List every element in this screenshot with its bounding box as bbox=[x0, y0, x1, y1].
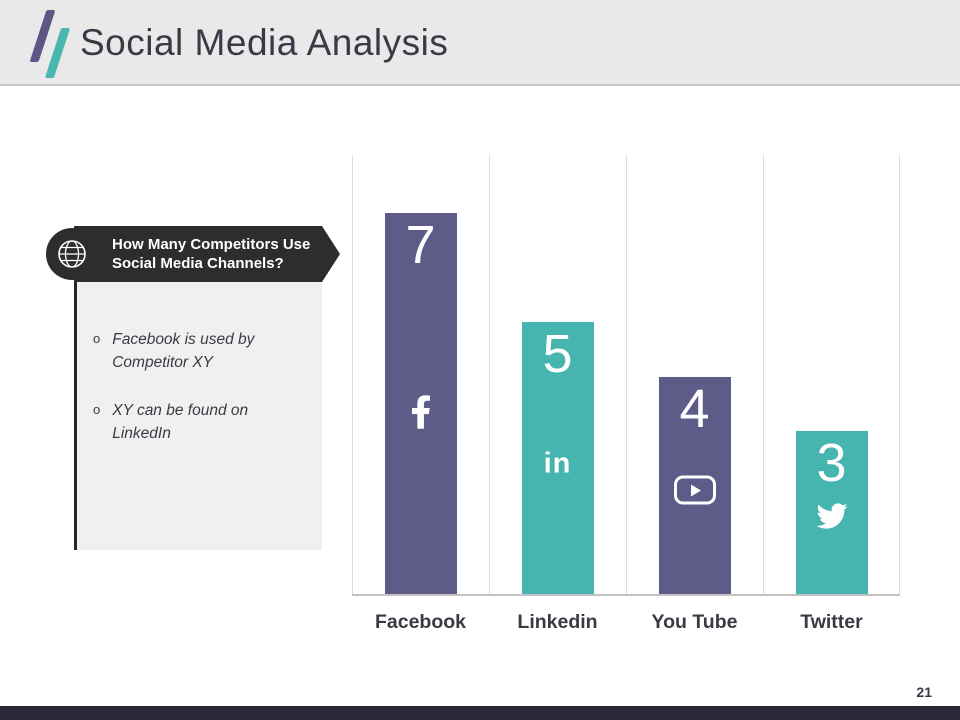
chart-category-labels: Facebook Linkedin You Tube Twitter bbox=[352, 611, 900, 634]
category-label-facebook: Facebook bbox=[374, 611, 467, 633]
chart-baseline bbox=[352, 594, 900, 596]
chart-gridline bbox=[626, 155, 627, 595]
slide-header: Social Media Analysis bbox=[0, 0, 960, 86]
bar-chart: 7 5 in 4 bbox=[352, 155, 900, 596]
chart-bar: 4 bbox=[658, 377, 731, 595]
linkedin-icon: in bbox=[543, 447, 572, 480]
list-item: o XY can be found on LinkedIn bbox=[91, 399, 304, 446]
logo bbox=[26, 6, 82, 80]
bar-cell-linkedin: 5 in bbox=[489, 155, 626, 595]
logo-teal-slash bbox=[44, 28, 71, 78]
chart-gridline bbox=[489, 155, 490, 595]
chart-gridline bbox=[352, 155, 353, 595]
callout-ribbon: How Many Competitors Use Social Media Ch… bbox=[74, 226, 340, 282]
category-label-youtube: You Tube bbox=[651, 611, 738, 633]
globe-icon-svg bbox=[58, 240, 86, 268]
bar-value: 5 bbox=[542, 324, 573, 384]
chart-bar: 3 bbox=[795, 431, 868, 595]
chart-gridline bbox=[763, 155, 764, 595]
chart-gridline bbox=[899, 155, 900, 595]
bullet-text: XY can be found on LinkedIn bbox=[112, 401, 249, 442]
notes-panel: o Facebook is used by Competitor XY o XY… bbox=[74, 282, 322, 550]
chart-bar: 7 bbox=[384, 213, 457, 595]
bar-value: 3 bbox=[816, 433, 847, 493]
footer-bar bbox=[0, 706, 960, 720]
bar-value: 7 bbox=[405, 215, 436, 275]
globe-icon bbox=[46, 228, 98, 280]
page-number: 21 bbox=[916, 684, 932, 700]
bullet-marker: o bbox=[93, 401, 101, 417]
callout-heading-line1: How Many Competitors Use bbox=[112, 235, 311, 253]
youtube-icon bbox=[673, 475, 716, 505]
chart-bar: 5 in bbox=[521, 322, 594, 595]
bar-cell-youtube: 4 bbox=[626, 155, 763, 595]
bar-cell-facebook: 7 bbox=[352, 155, 489, 595]
page-title: Social Media Analysis bbox=[80, 22, 449, 63]
bullet-marker: o bbox=[93, 331, 101, 346]
twitter-icon bbox=[816, 501, 847, 532]
bar-value: 4 bbox=[679, 379, 710, 439]
facebook-icon bbox=[410, 394, 431, 430]
category-label-twitter: Twitter bbox=[800, 611, 863, 633]
callout-heading-line2: Social Media Channels? bbox=[112, 255, 284, 272]
category-label-linkedin: Linkedin bbox=[517, 611, 598, 633]
bullet-text: Facebook is used by Competitor XY bbox=[112, 331, 255, 372]
list-item: o Facebook is used by Competitor XY bbox=[91, 328, 304, 375]
bar-cell-twitter: 3 bbox=[763, 155, 900, 595]
